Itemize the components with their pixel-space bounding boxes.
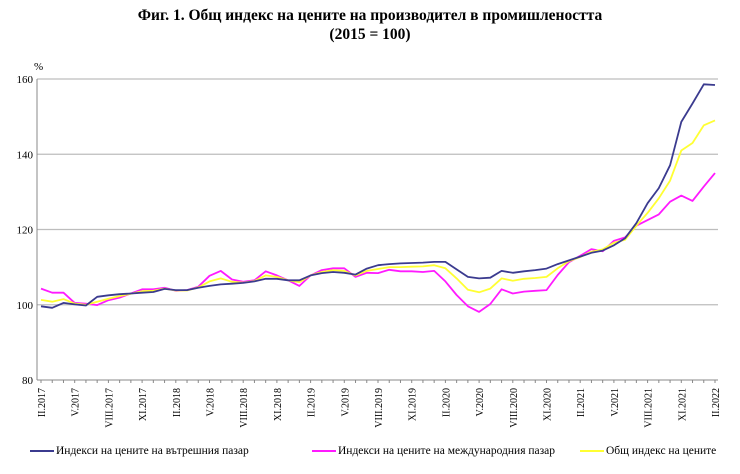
x-tick-label: VIII.2019 xyxy=(374,388,385,428)
legend-item-domestic: Индекси на цените на вътрешния пазар xyxy=(30,445,249,457)
x-tick-label: XI.2017 xyxy=(138,388,149,421)
x-tick-label: II.2022 xyxy=(711,388,722,417)
x-tick-label: II.2019 xyxy=(307,388,318,417)
x-tick-label: II.2018 xyxy=(172,388,183,417)
legend-swatch-total xyxy=(580,450,604,452)
legend-label-total: Общ индекс на цените xyxy=(606,445,717,457)
x-tick-label: II.2017 xyxy=(37,388,48,417)
chart-subtitle: (2015 = 100) xyxy=(329,26,411,43)
x-tick-label: XI.2019 xyxy=(408,388,419,421)
y-tick-label: 160 xyxy=(17,74,34,86)
legend-swatch-domestic xyxy=(30,450,54,452)
chart-title: Фиг. 1. Общ индекс на цените на производ… xyxy=(137,7,603,24)
legend-swatch-international xyxy=(312,450,336,452)
x-tick-label: V.2019 xyxy=(340,388,351,416)
x-tick-label: V.2021 xyxy=(610,388,621,416)
legend-label-international: Индекси на цените на международния пазар xyxy=(338,445,556,457)
x-tick-label: II.2020 xyxy=(441,388,452,417)
legend-label-domestic: Индекси на цените на вътрешния пазар xyxy=(56,445,249,457)
legend-item-international: Индекси на цените на международния пазар xyxy=(312,445,555,457)
x-tick-label: VIII.2020 xyxy=(509,388,520,428)
x-tick-label: VIII.2018 xyxy=(239,388,250,428)
series-line-domestic xyxy=(40,83,716,309)
y-tick-label: 140 xyxy=(17,149,34,161)
legend-item-total: Общ индекс на цените xyxy=(580,445,716,457)
x-tick-label: V.2017 xyxy=(71,388,82,416)
x-tick-label: V.2018 xyxy=(206,388,217,416)
x-tick-label: V.2020 xyxy=(475,388,486,416)
y-tick-label: 120 xyxy=(17,225,34,237)
x-tick-label: VIII.2021 xyxy=(644,388,655,428)
x-tick-label: XI.2020 xyxy=(543,388,554,421)
y-axis-label: % xyxy=(34,61,43,73)
x-tick-label: XI.2018 xyxy=(273,388,284,421)
x-tick-label: II.2021 xyxy=(576,388,587,417)
x-tick-label: XI.2021 xyxy=(677,388,688,421)
y-tick-label: 80 xyxy=(22,375,34,387)
y-tick-label: 100 xyxy=(17,300,34,312)
x-tick-label: VIII.2017 xyxy=(104,388,115,428)
line-chart: 80 100 120 140 160% II.2017 V.2017 VIII.2017 XI.… xyxy=(17,61,723,428)
series-line-total xyxy=(40,119,716,306)
